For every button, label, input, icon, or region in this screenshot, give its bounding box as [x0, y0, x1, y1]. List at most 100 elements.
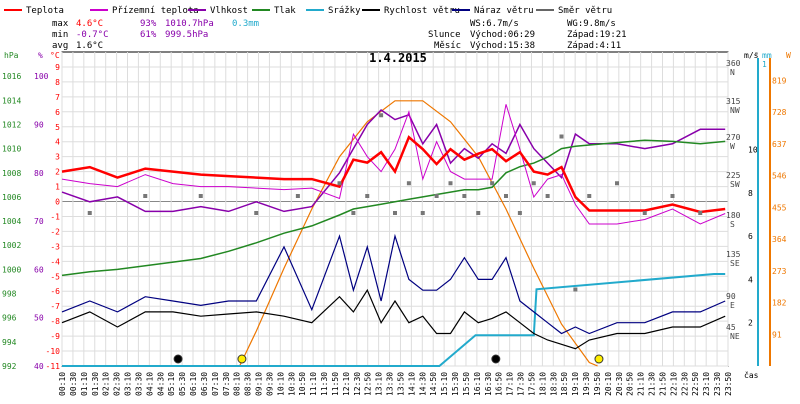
- x-tick-label: 21:30: [648, 372, 657, 396]
- tick-hpa: 1008: [2, 169, 21, 178]
- event-sunrise: [237, 354, 247, 364]
- tick-hpa: 1006: [2, 193, 21, 202]
- x-tick-label: 17:50: [527, 372, 536, 396]
- tick-degc: -1: [50, 212, 60, 221]
- x-tick-label: 11:30: [320, 372, 329, 396]
- wind-direction-point: [559, 134, 564, 139]
- tick-degc: 9: [55, 63, 60, 72]
- tick-pct: 70: [34, 217, 44, 226]
- tick-w: 182: [772, 299, 787, 308]
- tick-dir-deg: 225: [726, 171, 741, 180]
- x-tick-label: 11:50: [331, 372, 340, 396]
- x-tick-label: 15:10: [440, 372, 449, 396]
- tick-pct: 80: [34, 169, 44, 178]
- x-tick-label: 04:10: [145, 372, 154, 396]
- x-tick-label: 14:50: [429, 372, 438, 396]
- tick-pct: 60: [34, 265, 44, 274]
- x-tick-label: 01:10: [80, 372, 89, 396]
- wind-direction-point: [670, 194, 675, 198]
- x-tick-label: 07:30: [222, 372, 231, 396]
- stats-block: max 4.6°C 93% 1010.7hPa 0.3mm min -0.7°C…: [52, 19, 259, 51]
- y-axis-label-ms: m/s: [744, 51, 759, 60]
- tick-dir-name: SW: [730, 180, 740, 189]
- wind-direction-point: [393, 211, 397, 215]
- series-ground-temp: [61, 104, 726, 225]
- wind-direction-point: [476, 211, 481, 215]
- x-tick-label: 01:30: [91, 372, 100, 396]
- x-tick-label: 10:30: [287, 372, 296, 396]
- legend-label: Vlhkost: [210, 6, 248, 16]
- series-humidity: [61, 109, 726, 213]
- event-moonset: [173, 354, 183, 364]
- x-tick-label: 00:10: [58, 372, 67, 396]
- sun-set: Západ:19:21: [567, 30, 627, 40]
- x-tick-label: 22:10: [669, 372, 678, 396]
- wind-direction-point: [504, 194, 508, 198]
- x-tick-label: 04:30: [156, 372, 165, 396]
- tick-ms: 2: [748, 319, 753, 328]
- x-tick-label: 17:30: [517, 372, 526, 396]
- wind-direction-point: [295, 194, 300, 198]
- tick-degc: -3: [50, 242, 60, 251]
- tick-hpa: 996: [2, 314, 17, 323]
- x-tick-label: 14:10: [407, 372, 416, 396]
- legend-label: Přízemní teplota: [112, 6, 199, 16]
- legend-label: Tlak: [274, 6, 296, 16]
- x-tick-label: 05:10: [167, 372, 176, 396]
- tick-degc: -9: [50, 332, 60, 341]
- tick-dir-deg: 180: [726, 211, 741, 220]
- y-axis-label-dir: °: [754, 51, 759, 60]
- wind-direction-point: [254, 211, 259, 215]
- x-tick-label: 13:50: [396, 372, 405, 396]
- x-tick-label: 18:10: [538, 372, 547, 396]
- x-tick-label: 12:30: [353, 372, 362, 396]
- moon-rise: Východ:15:38: [470, 41, 535, 51]
- y-axis-label-pct: %: [38, 51, 43, 60]
- x-tick-label: 23:50: [724, 372, 733, 396]
- x-tick-label: 14:30: [418, 372, 427, 396]
- x-tick-label: 03:10: [124, 372, 133, 396]
- x-tick-label: 16:50: [495, 372, 504, 396]
- wind-direction-point: [420, 211, 425, 215]
- wind-direction-point: [698, 211, 703, 215]
- tick-pct: 100: [34, 72, 49, 81]
- moon-label: Měsíc: [434, 41, 461, 51]
- legend-label: Teplota: [26, 6, 64, 16]
- legend-label: Rychlost větru: [384, 6, 460, 16]
- wind-direction-point: [573, 287, 578, 292]
- x-tick-label: 20:50: [626, 372, 635, 396]
- x-tick-label: 02:30: [113, 372, 122, 396]
- x-tick-label: 09:10: [255, 372, 264, 396]
- tick-dir-deg: 270: [726, 133, 741, 142]
- wind-direction-point: [434, 194, 439, 198]
- moon-set: Západ:4:11: [567, 41, 621, 51]
- x-tick-label: 23:30: [713, 372, 722, 396]
- legend-label: Náraz větru: [474, 6, 534, 16]
- tick-dir-name: NW: [730, 106, 740, 115]
- stats-min-label: min: [52, 30, 68, 40]
- x-tick-label: 09:30: [265, 372, 274, 396]
- x-tick-label: 08:30: [244, 372, 253, 396]
- tick-hpa: 1012: [2, 120, 21, 129]
- tick-pct: 50: [34, 314, 44, 323]
- event-moonrise: [491, 354, 501, 364]
- series-wind-gust: [61, 233, 726, 335]
- x-tick-label: 21:50: [658, 372, 667, 396]
- tick-degc: 5: [55, 123, 60, 132]
- tick-hpa: 992: [2, 362, 17, 371]
- series-pressure: [61, 139, 726, 277]
- x-tick-label: 12:50: [364, 372, 373, 396]
- wind-direction-point: [587, 194, 592, 198]
- series-temperature: [61, 135, 726, 214]
- wind-direction-point: [365, 194, 370, 198]
- tick-dir-name: SE: [730, 259, 740, 268]
- x-tick-label: 16:10: [473, 372, 482, 396]
- stats-min-temp: -0.7°C: [76, 30, 109, 40]
- stats-min-hum: 61%: [140, 30, 157, 40]
- tick-w: 273: [772, 267, 787, 276]
- tick-hpa: 1014: [2, 96, 21, 105]
- tick-dir-deg: 135: [726, 250, 741, 259]
- tick-w: 728: [772, 108, 787, 117]
- x-tick-label: 17:10: [506, 372, 515, 396]
